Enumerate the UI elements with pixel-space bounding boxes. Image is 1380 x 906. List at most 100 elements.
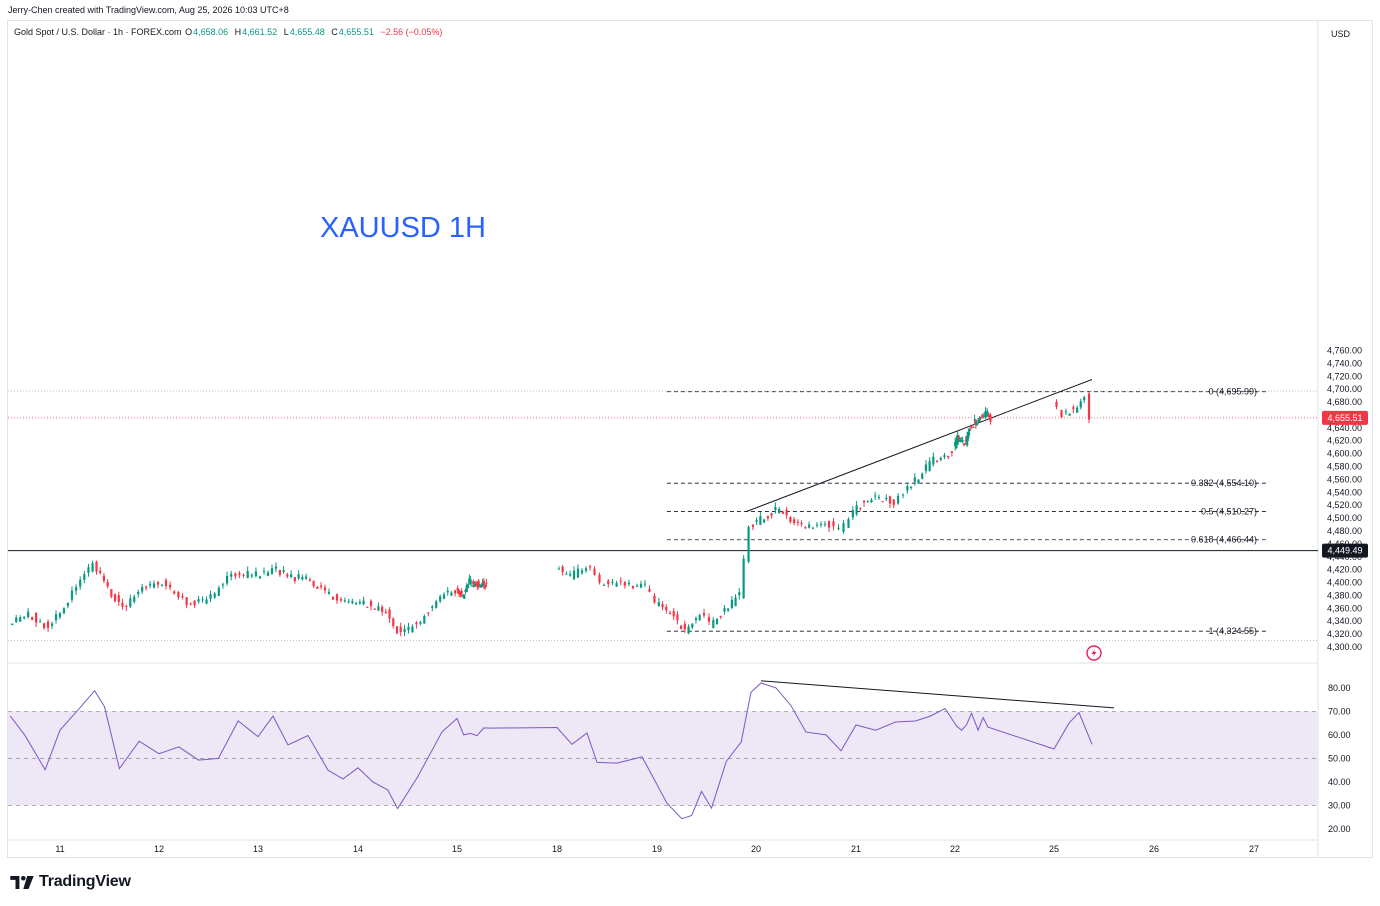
price-tick-label: 4,560.00 [1327, 474, 1362, 484]
candle-body [1072, 407, 1075, 409]
candle-body [602, 584, 606, 586]
candle-body [982, 415, 985, 418]
candle-body [339, 599, 343, 601]
tradingview-logo[interactable]: TradingView [10, 873, 131, 891]
price-tick-label: 4,520.00 [1327, 500, 1362, 510]
candle-body [778, 508, 781, 514]
candle-body [712, 619, 715, 629]
candle-body [297, 574, 300, 579]
candle-body [270, 568, 274, 574]
candle-body [972, 426, 975, 428]
candle-body [683, 623, 686, 630]
candle-body [476, 581, 479, 587]
candle-body [320, 585, 323, 588]
candle-body [847, 519, 850, 528]
candle-body [230, 573, 233, 577]
rsi-tick-label: 70.00 [1328, 706, 1351, 716]
ohlc-legend: Gold Spot / U.S. Dollar · 1h · FOREX.com… [14, 27, 442, 37]
candle-body [305, 576, 308, 579]
candle-body [901, 494, 905, 496]
candle-body [639, 583, 643, 588]
candle-body [738, 592, 741, 596]
candle-body [957, 436, 961, 440]
candle-body [859, 507, 862, 509]
candle-body [480, 585, 483, 588]
candle-body [221, 584, 225, 586]
symbol-title[interactable]: Gold Spot / U.S. Dollar · 1h · FOREX.com [14, 27, 182, 37]
candle-body [466, 584, 470, 588]
candle-body [450, 592, 453, 596]
candle-body [262, 570, 266, 572]
candle-body [665, 606, 668, 611]
candle-body [193, 600, 196, 606]
candle-body [557, 568, 560, 570]
candle-body [431, 606, 434, 608]
candle-body [415, 622, 418, 625]
candle-body [576, 568, 580, 578]
candle-body [909, 486, 913, 488]
candle-body [975, 422, 979, 425]
candle-body [407, 626, 410, 631]
candle-body [680, 625, 683, 630]
candle-body [627, 582, 631, 585]
candle-body [316, 586, 319, 589]
candle-body [954, 441, 957, 447]
annotation-title[interactable]: XAUUSD 1H [320, 212, 486, 244]
candle-body [588, 566, 592, 568]
fib-level-label: 1 (4,324.55) [1208, 626, 1257, 636]
candle-body [141, 586, 144, 592]
candle-body [676, 614, 679, 621]
candle-body [411, 626, 414, 633]
candle-body [979, 417, 982, 419]
candle-body [971, 426, 974, 428]
candle-body [435, 601, 438, 608]
candle-body [694, 618, 698, 621]
fib-level-label: 0.5 (4,510.27) [1201, 506, 1257, 516]
candle-body [796, 522, 799, 524]
candle-body [917, 479, 920, 484]
candle-body [381, 606, 384, 612]
candle-body [274, 566, 278, 569]
candle-body [881, 501, 884, 503]
candle-body [653, 595, 656, 603]
flash-icon[interactable] [1086, 645, 1102, 661]
candle-body [808, 524, 811, 528]
candle-body [403, 628, 406, 632]
candle-body [282, 570, 285, 572]
candle-body [855, 505, 858, 515]
candle-body [121, 602, 124, 607]
candle-body [580, 570, 584, 574]
date-tick-label: 11 [55, 844, 64, 854]
candle-body [870, 499, 873, 503]
candle-body [593, 568, 596, 575]
price-tick-label: 4,400.00 [1327, 578, 1362, 588]
candle-body [968, 429, 971, 432]
level-price-tag-label: 4,449.49 [1327, 546, 1362, 556]
candle-body [986, 410, 989, 417]
candle-body [106, 582, 109, 587]
candle-body [635, 585, 639, 587]
candle-body [631, 585, 635, 589]
candle-body [468, 578, 471, 584]
candle-body [234, 573, 237, 577]
rsi-tick-label: 40.00 [1328, 777, 1351, 787]
candle-body [751, 524, 755, 528]
candle-body [989, 415, 992, 422]
candle-body [293, 577, 296, 582]
candle-body [83, 574, 86, 580]
candle-body [611, 581, 614, 583]
currency-label[interactable]: USD [1331, 29, 1351, 39]
candle-body [959, 439, 962, 443]
candle-body [781, 511, 784, 514]
date-tick-label: 12 [154, 844, 164, 854]
price-tick-label: 4,760.00 [1327, 345, 1362, 355]
candle-body [1064, 411, 1067, 413]
candle-body [189, 603, 192, 605]
candle-body [366, 606, 369, 608]
candle-body [392, 618, 395, 626]
candle-body [95, 561, 98, 572]
candle-body [789, 517, 792, 523]
current-price-tag-label: 4,655.51 [1327, 413, 1362, 423]
candle-body [457, 590, 461, 594]
